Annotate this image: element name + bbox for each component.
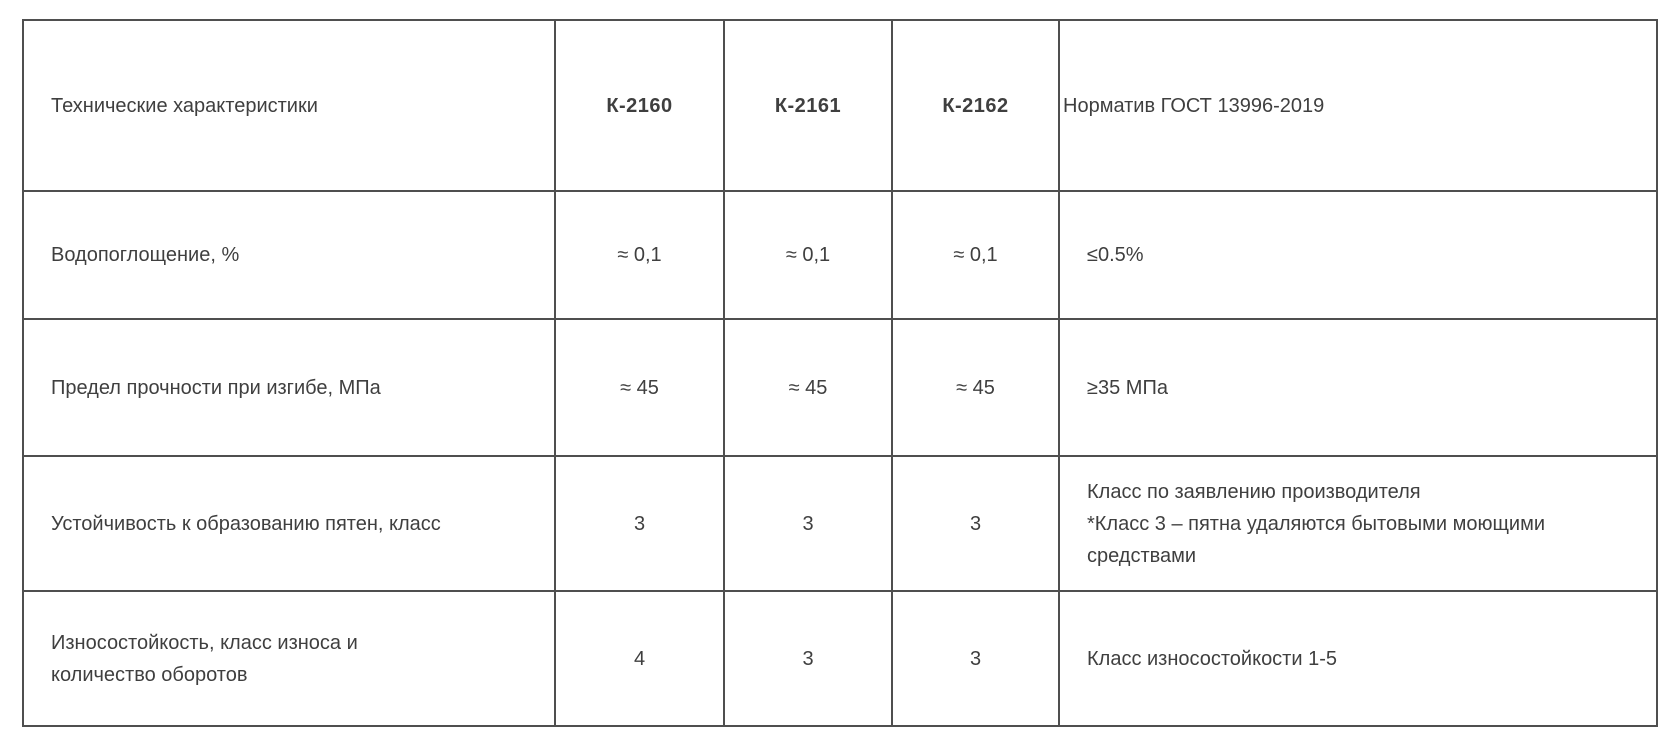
column-header-norm: Норматив ГОСТ 13996-2019 bbox=[1058, 19, 1658, 192]
value-cell: 3 bbox=[554, 455, 725, 592]
value-cell: ≈ 45 bbox=[723, 318, 893, 457]
table-row-wear-resistance: Износостойкость, класс износа и количест… bbox=[22, 590, 1658, 727]
norm-cell: ≥35 МПа bbox=[1058, 318, 1658, 457]
value-cell: 3 bbox=[723, 590, 893, 727]
row-label: Устойчивость к образованию пятен, класс bbox=[22, 455, 556, 592]
table-row-water-absorption: Водопоглощение, % ≈ 0,1 ≈ 0,1 ≈ 0,1 ≤0.5… bbox=[22, 190, 1658, 320]
value-cell: ≈ 45 bbox=[554, 318, 725, 457]
column-header-product-k2162: К-2162 bbox=[891, 19, 1060, 192]
norm-cell: Класс износостойкости 1-5 bbox=[1058, 590, 1658, 727]
value-cell: 3 bbox=[891, 590, 1060, 727]
row-label: Предел прочности при изгибе, МПа bbox=[22, 318, 556, 457]
column-header-product-k2160: К-2160 bbox=[554, 19, 725, 192]
row-label: Водопоглощение, % bbox=[22, 190, 556, 320]
row-label: Износостойкость, класс износа и количест… bbox=[22, 590, 556, 727]
value-cell: ≈ 0,1 bbox=[723, 190, 893, 320]
header-row: Технические характеристики К-2160 К-2161… bbox=[22, 19, 1658, 192]
value-cell: ≈ 0,1 bbox=[891, 190, 1060, 320]
value-cell: 3 bbox=[891, 455, 1060, 592]
table-row-stain-resistance: Устойчивость к образованию пятен, класс … bbox=[22, 455, 1658, 592]
column-header-characteristics: Технические характеристики bbox=[22, 19, 556, 192]
value-cell: 3 bbox=[723, 455, 893, 592]
table-row-bending-strength: Предел прочности при изгибе, МПа ≈ 45 ≈ … bbox=[22, 318, 1658, 457]
technical-specs-table: Технические характеристики К-2160 К-2161… bbox=[22, 19, 1658, 727]
column-header-product-k2161: К-2161 bbox=[723, 19, 893, 192]
norm-cell: Класс по заявлению производителя *Класс … bbox=[1058, 455, 1658, 592]
norm-cell: ≤0.5% bbox=[1058, 190, 1658, 320]
value-cell: ≈ 45 bbox=[891, 318, 1060, 457]
value-cell: 4 bbox=[554, 590, 725, 727]
value-cell: ≈ 0,1 bbox=[554, 190, 725, 320]
